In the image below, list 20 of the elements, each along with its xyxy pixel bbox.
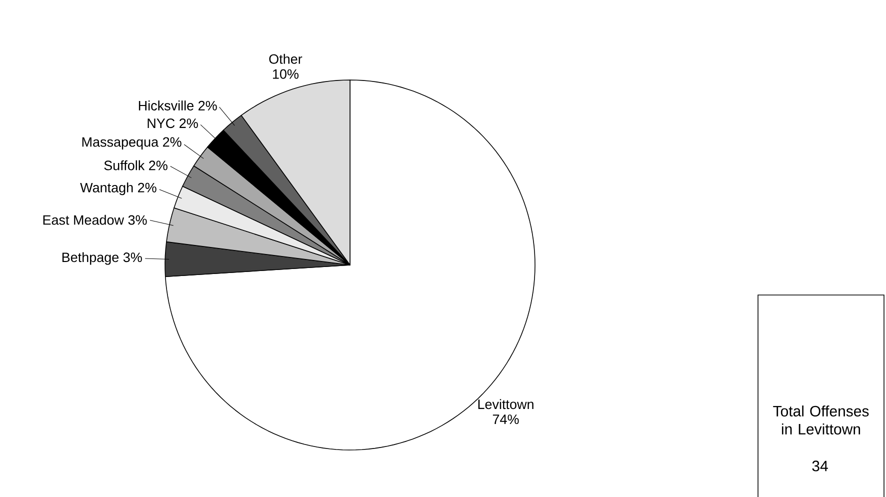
data-label: 3%: [123, 252, 142, 262]
text: Total Offenses in Levittown: [773, 405, 869, 434]
slice-label: Other: [269, 54, 302, 64]
data-label: 2%: [180, 118, 198, 128]
data-label: 74%: [492, 414, 519, 424]
slice-label: Suffolk: [104, 160, 145, 170]
data-label: 10%: [272, 69, 298, 79]
data-label: 2%: [138, 182, 156, 192]
slice-label: East Meadow: [43, 214, 124, 225]
slice-label: NYC: [148, 118, 175, 128]
data-label: 2%: [149, 160, 168, 170]
slice-label: Hicksville: [138, 100, 194, 110]
data-label: 2%: [163, 137, 182, 147]
slice-label: Wantagh: [80, 182, 133, 195]
data-label: 3%: [128, 215, 147, 225]
data-label: 2%: [198, 100, 217, 110]
slice-label: Massapequa: [82, 137, 159, 150]
slice-label: Levittown: [478, 398, 534, 409]
slice-label: Bethpage: [62, 252, 119, 265]
text: 34: [812, 460, 828, 472]
